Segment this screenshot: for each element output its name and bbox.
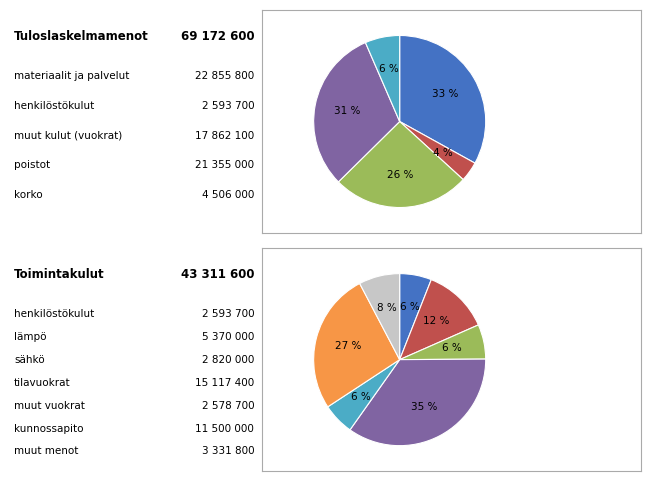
Text: 15 117 400: 15 117 400 (195, 378, 254, 388)
Text: 2 820 000: 2 820 000 (202, 355, 254, 365)
Wedge shape (338, 122, 463, 208)
Text: 11 500 000: 11 500 000 (195, 424, 254, 434)
Text: 3 331 800: 3 331 800 (202, 447, 254, 456)
Wedge shape (314, 283, 400, 407)
Wedge shape (350, 359, 486, 446)
Text: 6 %: 6 % (400, 302, 419, 312)
Text: 4 %: 4 % (433, 148, 453, 157)
Text: 6 %: 6 % (379, 64, 399, 74)
Text: lämpö: lämpö (14, 332, 47, 342)
Text: 12 %: 12 % (423, 316, 450, 326)
Text: poistot: poistot (14, 160, 50, 170)
Wedge shape (366, 35, 400, 121)
Text: materiaalit ja palvelut: materiaalit ja palvelut (14, 71, 129, 81)
Text: 33 %: 33 % (432, 89, 459, 100)
Text: 5 370 000: 5 370 000 (202, 332, 254, 342)
Text: muut kulut (vuokrat): muut kulut (vuokrat) (14, 131, 122, 140)
Text: 2 593 700: 2 593 700 (202, 310, 254, 319)
Text: 31 %: 31 % (334, 106, 360, 116)
Wedge shape (400, 279, 478, 360)
Text: henkilöstökulut: henkilöstökulut (14, 310, 94, 319)
Text: tilavuokrat: tilavuokrat (14, 378, 71, 388)
Text: korko: korko (14, 190, 43, 200)
Text: henkilöstökulut: henkilöstökulut (14, 101, 94, 111)
Text: 26 %: 26 % (388, 170, 414, 180)
Wedge shape (360, 274, 400, 360)
Wedge shape (400, 274, 432, 360)
Text: 4 506 000: 4 506 000 (202, 190, 254, 200)
Text: 69 172 600: 69 172 600 (181, 30, 254, 43)
Text: 2 578 700: 2 578 700 (202, 401, 254, 411)
Text: sähkö: sähkö (14, 355, 45, 365)
Text: 22 855 800: 22 855 800 (195, 71, 254, 81)
Text: 43 311 600: 43 311 600 (181, 268, 254, 281)
Text: 21 355 000: 21 355 000 (195, 160, 254, 170)
Text: 17 862 100: 17 862 100 (195, 131, 254, 140)
Wedge shape (400, 325, 486, 360)
Text: Tuloslaskelmamenot: Tuloslaskelmamenot (14, 30, 149, 43)
Wedge shape (314, 43, 400, 182)
Wedge shape (400, 35, 486, 163)
Text: kunnossapito: kunnossapito (14, 424, 83, 434)
Text: 35 %: 35 % (411, 402, 437, 412)
Text: muut vuokrat: muut vuokrat (14, 401, 85, 411)
Text: Toimintakulut: Toimintakulut (14, 268, 105, 281)
Text: muut menot: muut menot (14, 447, 78, 456)
Text: 6 %: 6 % (351, 392, 371, 402)
Text: 6 %: 6 % (442, 344, 462, 353)
Wedge shape (328, 360, 400, 430)
Text: 27 %: 27 % (335, 341, 361, 351)
Text: 8 %: 8 % (377, 303, 397, 313)
Wedge shape (400, 122, 475, 179)
Text: 2 593 700: 2 593 700 (202, 101, 254, 111)
